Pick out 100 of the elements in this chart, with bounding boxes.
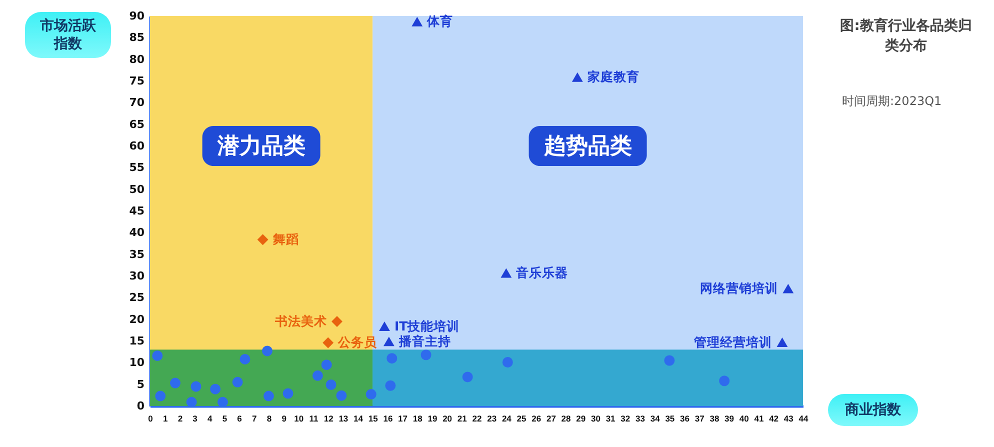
annotation: 家庭教育 xyxy=(586,69,640,84)
x-tick-label: 21 xyxy=(457,414,468,424)
x-tick-label: 7 xyxy=(252,414,258,424)
x-tick-label: 10 xyxy=(294,414,304,424)
point xyxy=(312,370,323,381)
x-tick-label: 36 xyxy=(680,414,690,424)
point xyxy=(210,384,221,394)
x-tick-label: 22 xyxy=(472,414,482,424)
point xyxy=(383,336,394,346)
y-tick-label: 30 xyxy=(129,270,145,282)
band-label: 趋势品类 xyxy=(542,134,632,159)
point xyxy=(155,390,166,402)
y-tick-label: 40 xyxy=(129,226,145,240)
point xyxy=(332,316,342,327)
x-tick-label: 4 xyxy=(207,414,212,424)
y-tick-label: 45 xyxy=(129,204,144,218)
y-tick-label: 55 xyxy=(129,161,144,174)
annotation: 体育 xyxy=(426,14,454,29)
x-tick-label: 11 xyxy=(309,414,319,424)
point xyxy=(782,284,794,294)
x-tick-label: 16 xyxy=(383,414,393,424)
y-tick-label: 80 xyxy=(129,52,145,66)
y-tick-label: 10 xyxy=(129,356,145,370)
point xyxy=(321,360,332,370)
x-tick-label: 0 xyxy=(148,414,154,424)
x-tick-label: 19 xyxy=(428,414,438,424)
annotation: 书法美术 xyxy=(274,314,327,328)
annotation: 管理经营培训 xyxy=(693,334,772,350)
y-tick-label: 35 xyxy=(129,248,144,261)
x-tick-label: 37 xyxy=(694,414,705,424)
x-tick-label: 28 xyxy=(561,414,572,424)
x-tick-label: 33 xyxy=(636,414,646,424)
point xyxy=(572,72,583,82)
x-tick-label: 1 xyxy=(162,414,168,424)
point xyxy=(502,357,513,368)
point xyxy=(240,354,250,364)
x-tick-label: 27 xyxy=(546,414,556,424)
x-tick-label: 40 xyxy=(739,414,750,424)
point xyxy=(336,390,347,401)
y-tick-label: 0 xyxy=(136,400,145,412)
y-tick-label: 70 xyxy=(129,96,145,110)
point xyxy=(190,381,202,392)
point xyxy=(217,396,228,408)
x-tick-label: 25 xyxy=(516,414,527,424)
point xyxy=(385,380,396,391)
x-tick-label: 30 xyxy=(590,414,601,424)
x-tick-label: 20 xyxy=(442,414,452,424)
y-tick-label: 15 xyxy=(129,334,144,348)
y-tick-label: 75 xyxy=(129,74,144,88)
annotation: 舞蹈 xyxy=(272,232,299,247)
x-tick-label: 24 xyxy=(502,414,512,424)
point xyxy=(326,380,336,390)
y-tick-label: 50 xyxy=(129,182,145,196)
x-tick-label: 6 xyxy=(237,414,242,424)
x-tick-label: 35 xyxy=(665,414,675,424)
y-tick-label: 85 xyxy=(129,31,144,44)
annotation: 网络营销培训 xyxy=(700,280,778,296)
point xyxy=(282,388,294,399)
x-tick-label: 15 xyxy=(368,414,378,424)
point xyxy=(776,338,788,348)
x-tick-label: 14 xyxy=(354,414,364,424)
point xyxy=(412,16,423,26)
y-tick-label: 20 xyxy=(129,312,145,326)
y-tick-label: 5 xyxy=(136,378,144,391)
y-tick-label: 60 xyxy=(129,140,145,152)
point xyxy=(664,355,675,366)
point xyxy=(170,378,180,388)
annotation: 音乐乐器 xyxy=(515,264,568,280)
x-tick-label: 13 xyxy=(338,414,348,424)
point xyxy=(152,350,163,361)
annotation: IT技能培训 xyxy=(394,318,460,334)
point xyxy=(462,372,473,382)
point xyxy=(420,350,432,360)
text: 图:教育行业各品类归类分布 xyxy=(840,16,972,56)
x-tick-label: 41 xyxy=(754,414,764,424)
x-tick-label: 9 xyxy=(282,414,287,424)
x-tick-label: 18 xyxy=(412,414,423,424)
x-tick-label: 44 xyxy=(798,414,808,424)
point xyxy=(232,376,243,388)
point xyxy=(257,234,268,246)
x-tick-label: 12 xyxy=(324,414,334,424)
x-tick-label: 5 xyxy=(222,414,228,424)
x-axis-title: 商业指数 xyxy=(828,394,918,426)
annotation: 播音主持 xyxy=(398,333,451,348)
point xyxy=(262,346,272,356)
x-tick-label: 23 xyxy=(487,414,497,424)
y-tick-label: 65 xyxy=(129,118,144,131)
text: 时间周期:2023Q1 xyxy=(842,93,942,110)
point xyxy=(322,337,334,348)
point xyxy=(263,390,274,402)
band-label: 潜力品类 xyxy=(216,134,306,159)
y-tick-label: 25 xyxy=(129,291,144,304)
point xyxy=(500,268,512,278)
x-tick-label: 32 xyxy=(620,414,630,424)
point xyxy=(719,376,730,386)
point xyxy=(386,353,398,364)
x-tick-label: 29 xyxy=(576,414,586,424)
x-tick-label: 2 xyxy=(178,414,183,424)
x-tick-label: 43 xyxy=(784,414,794,424)
point xyxy=(379,322,390,332)
